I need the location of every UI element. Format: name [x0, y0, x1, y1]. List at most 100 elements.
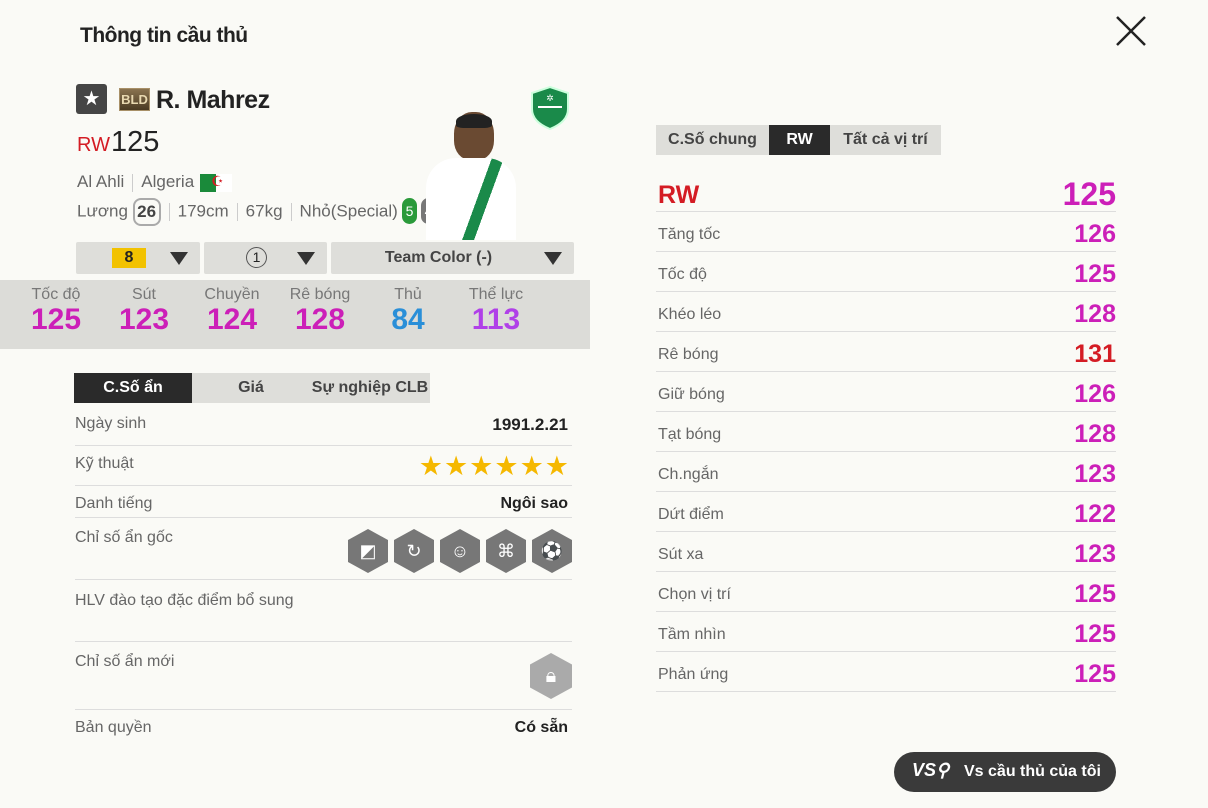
height: 179cm [177, 201, 229, 221]
summary-stat-label: Chuyền [204, 286, 260, 303]
tab-general-stats[interactable]: C.Số chung [656, 125, 769, 155]
fame-value: Ngôi sao [500, 495, 568, 512]
attribute-value: 123 [1074, 460, 1116, 488]
attribute-label: Phản ứng [658, 666, 729, 683]
summary-stat-value: 84 [391, 303, 425, 336]
position-rating-label: RW [658, 181, 700, 209]
attribute-label: Tầm nhìn [658, 626, 726, 643]
chevron-down-icon [170, 252, 188, 265]
attribute-row: Dứt điểm 122 [656, 492, 1116, 532]
nation-name: Algeria [141, 172, 195, 191]
attribute-label: Tốc độ [658, 266, 707, 283]
chevron-down-icon [544, 252, 562, 265]
attribute-row: Tốc độ 125 [656, 252, 1116, 292]
tab-price[interactable]: Giá [192, 373, 310, 403]
attribute-row: Ch.ngắn 123 [656, 452, 1116, 492]
attribute-label: Khéo léo [658, 306, 722, 323]
attribute-label: Dứt điểm [658, 506, 724, 523]
season-badge: BLD [119, 88, 150, 111]
attribute-label: Chọn vị trí [658, 586, 731, 603]
attribute-value: 126 [1074, 380, 1116, 408]
left-tabs: C.Số ẩn Giá Sự nghiệp CLB [74, 373, 430, 403]
team-color-selector[interactable]: Team Color (-) [331, 242, 574, 274]
license-row: Bản quyền Có sẵn [75, 719, 572, 749]
attribute-label: Tạt bóng [658, 426, 722, 443]
attribute-value: 125 [1074, 260, 1116, 288]
weak-foot-left: 5 [402, 198, 417, 224]
summary-stat: Rê bóng 128 [276, 286, 364, 337]
attribute-value: 123 [1074, 540, 1116, 568]
salary-label: Lương [77, 201, 128, 221]
coach-label: HLV đào tạo đặc điểm bổ sung [75, 592, 294, 609]
player-name: R. Mahrez [156, 86, 270, 114]
new-traits-label: Chỉ số ẩn mới [75, 653, 175, 670]
summary-stat-value: 125 [30, 303, 82, 336]
summary-stat-value: 128 [294, 303, 346, 336]
attribute-row: Sút xa 123 [656, 532, 1116, 572]
player-overall: 125 [111, 126, 160, 158]
attribute-value: 125 [1074, 580, 1116, 608]
svg-text:✲: ✲ [546, 93, 554, 103]
attribute-label: Sút xa [658, 546, 704, 563]
coach-row: HLV đào tạo đặc điểm bổ sung [75, 592, 572, 642]
level-selector[interactable]: 1 [204, 242, 327, 274]
trait-playmaker-icon[interactable]: ☺ [440, 529, 480, 573]
body-type: Nhỏ(Special) [299, 201, 398, 221]
player-photo [418, 108, 518, 240]
trait-icons: ◩ ↻ ☺ ⌘ ⚽ [342, 529, 572, 573]
salary-badge: 26 [132, 198, 161, 226]
trait-flair-icon[interactable]: ↻ [394, 529, 434, 573]
player-position: RW [77, 134, 110, 156]
trait-speed-dribbler-icon[interactable]: ⚽ [532, 529, 572, 573]
summary-stat-label: Thể lực [468, 286, 524, 303]
trait-finesse-shot-icon[interactable]: ◩ [348, 529, 388, 573]
summary-stat: Thể lực 113 [452, 286, 540, 337]
summary-stat-label: Rê bóng [289, 286, 351, 303]
summary-stat: Sút 123 [100, 286, 188, 337]
attribute-label: Tăng tốc [658, 226, 721, 243]
attribute-label: Rê bóng [658, 346, 719, 363]
tab-hidden-stats[interactable]: C.Số ẩn [74, 373, 192, 403]
skill-label: Kỹ thuật [75, 455, 134, 472]
trait-dribbler-icon[interactable]: ⌘ [486, 529, 526, 573]
fame-row: Danh tiếng Ngôi sao [75, 495, 572, 518]
position-rating-row: RW 125 [656, 172, 1116, 212]
attribute-value: 122 [1074, 500, 1116, 528]
favorite-star-icon[interactable]: ★ [76, 84, 107, 114]
attribute-row: Chọn vị trí 125 [656, 572, 1116, 612]
attribute-row: Rê bóng 131 [656, 332, 1116, 372]
skill-stars-icon: ★★★★★★ [418, 451, 570, 481]
tab-all-positions[interactable]: Tất cả vị trí [830, 125, 941, 155]
attribute-value: 125 [1074, 620, 1116, 648]
level-badge: 1 [246, 247, 267, 268]
club-logo-icon: ✲ [531, 85, 569, 131]
attribute-value: 128 [1074, 420, 1116, 448]
player-physical: Lương 26 179cm 67kg Nhỏ(Special) [77, 198, 415, 226]
team-color-label: Team Color (-) [384, 249, 493, 266]
summary-stat: Thủ 84 [364, 286, 452, 337]
chevron-down-icon [297, 252, 315, 265]
attribute-value: 131 [1074, 340, 1116, 368]
position-rating-value: 125 [1062, 176, 1116, 212]
lock-icon[interactable]: 🔒︎ [530, 653, 572, 699]
attribute-row: Tầm nhìn 125 [656, 612, 1116, 652]
skill-row: Kỹ thuật ★★★★★★ [75, 451, 572, 486]
upgrade-selector[interactable]: 8 [76, 242, 200, 274]
new-traits-row: Chỉ số ẩn mới 🔒︎ [75, 653, 572, 710]
summary-stat-label: Tốc độ [31, 286, 81, 303]
club-name: Al Ahli [77, 172, 125, 191]
weight: 67kg [245, 201, 283, 221]
tab-club-career[interactable]: Sự nghiệp CLB [310, 373, 430, 403]
tab-rw[interactable]: RW [769, 125, 830, 155]
attribute-row: Khéo léo 128 [656, 292, 1116, 332]
summary-stat: Chuyền 124 [188, 286, 276, 337]
birth-row: Ngày sinh 1991.2.21 [75, 415, 572, 446]
attribute-row: Giữ bóng 126 [656, 372, 1116, 412]
algeria-flag-icon [200, 173, 233, 192]
birth-label: Ngày sinh [75, 415, 147, 432]
close-icon[interactable] [1114, 14, 1148, 48]
compare-player-button[interactable]: VS⚲ Vs cầu thủ của tôi [894, 752, 1116, 792]
birth-value: 1991.2.21 [492, 415, 568, 434]
license-label: Bản quyền [75, 719, 152, 736]
summary-stat-value: 113 [471, 303, 521, 336]
